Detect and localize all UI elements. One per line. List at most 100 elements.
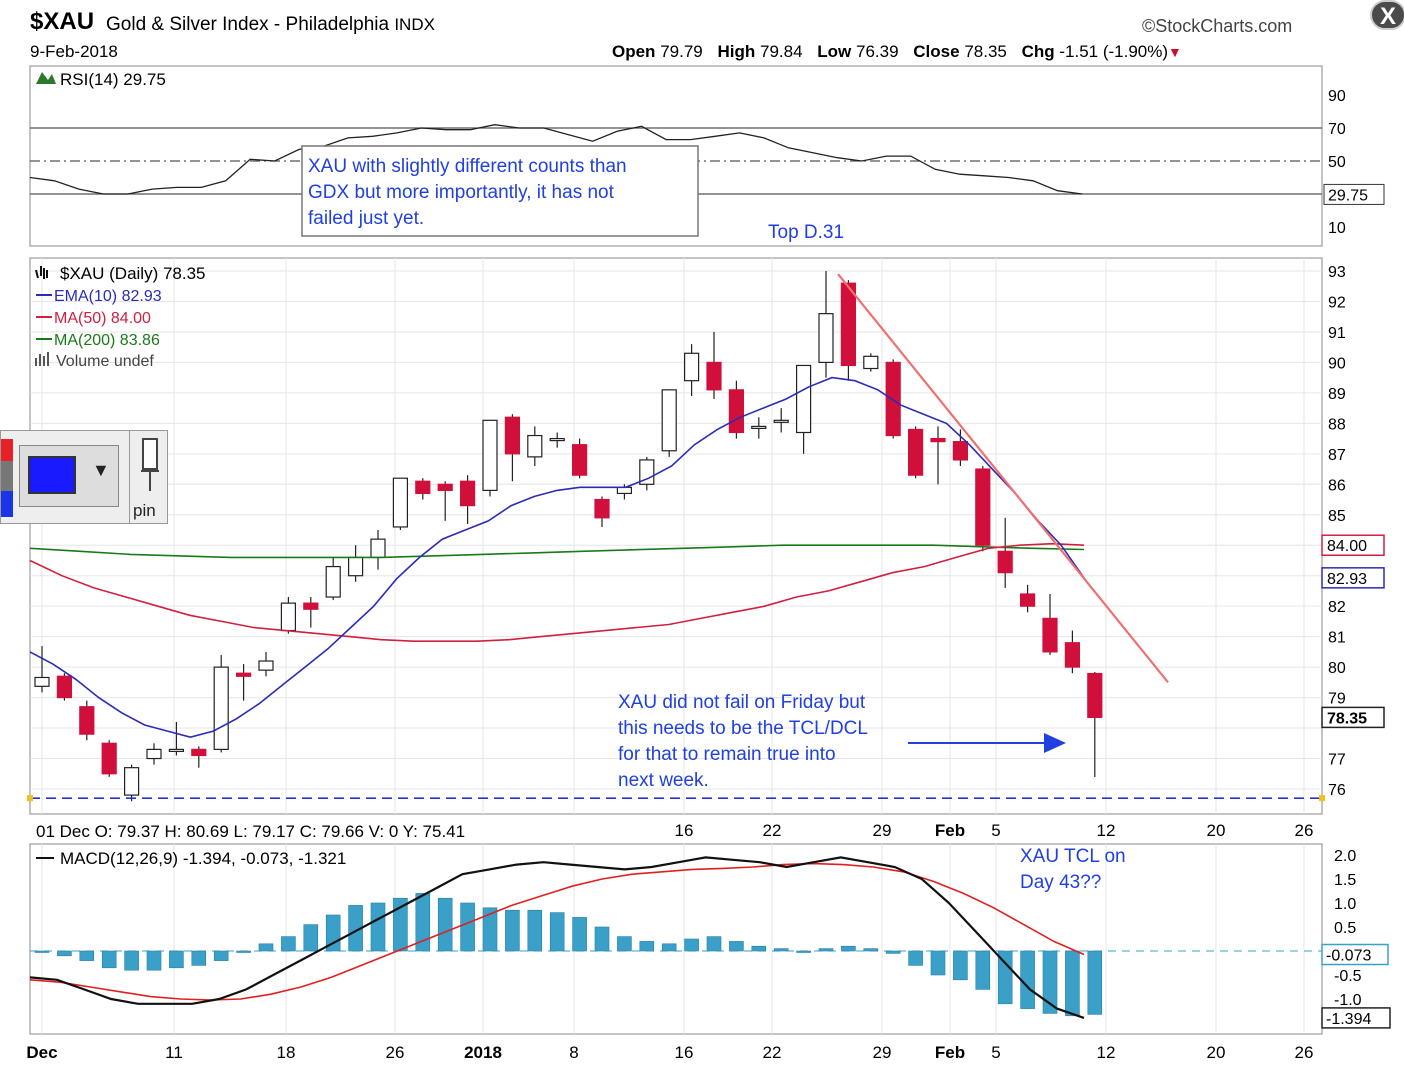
candle-body bbox=[437, 483, 453, 491]
dropdown-arrow-icon[interactable]: ▼ bbox=[92, 460, 110, 480]
pin-label: pin bbox=[133, 501, 156, 520]
rsi-note-line-1: XAU with slightly different counts than bbox=[308, 156, 627, 177]
candle-body bbox=[1064, 642, 1081, 668]
macd-note-line-2: Day 43?? bbox=[1020, 872, 1101, 893]
candle-body bbox=[952, 441, 969, 461]
price-value-label: 82.93 bbox=[1327, 571, 1367, 588]
color-dropdown[interactable]: ▼ bbox=[19, 445, 119, 507]
pin-icon bbox=[141, 438, 159, 491]
price-legend: $XAU (Daily) 78.35 bbox=[60, 264, 206, 283]
macd-x-tick-label: 8 bbox=[569, 1043, 578, 1062]
candle-body bbox=[975, 468, 991, 546]
macd-x-tick-label: 22 bbox=[763, 1043, 782, 1062]
candle-body bbox=[527, 434, 543, 458]
macd-histogram-bar bbox=[1065, 950, 1080, 1017]
macd-tick-label: 0.5 bbox=[1334, 920, 1356, 937]
red-swatch[interactable] bbox=[1, 439, 13, 461]
macd-x-tick-label: 29 bbox=[873, 1043, 892, 1062]
candle-body bbox=[549, 437, 565, 442]
macd-histogram-bar bbox=[124, 950, 139, 971]
macd-tick-label: -0.5 bbox=[1334, 968, 1362, 985]
candle-body bbox=[930, 437, 946, 443]
price-tick-label: 76 bbox=[1328, 782, 1346, 799]
candle-body bbox=[123, 767, 140, 796]
macd-histogram-bar bbox=[908, 950, 923, 966]
candle-legend-icon bbox=[35, 266, 48, 279]
macd-histogram-bar bbox=[773, 948, 789, 952]
close-button[interactable]: X bbox=[1370, 0, 1404, 30]
symbol-title: $XAU bbox=[30, 8, 95, 35]
blue-swatch[interactable] bbox=[1, 491, 13, 517]
candle-body bbox=[101, 742, 117, 775]
price-tick-label: 90 bbox=[1328, 355, 1346, 372]
macd-x-tick-label: 12 bbox=[1097, 1043, 1116, 1062]
macd-layer bbox=[29, 856, 1322, 1019]
macd-tick-label: 1.5 bbox=[1334, 872, 1356, 889]
macd-tick-label: 1.0 bbox=[1334, 896, 1356, 913]
candle-body bbox=[594, 498, 610, 519]
price-tick-label: 80 bbox=[1328, 660, 1346, 677]
macd-histogram-bar bbox=[258, 943, 274, 952]
candle-body bbox=[303, 602, 319, 610]
rsi-value-badge bbox=[1323, 183, 1385, 205]
macd-signal-badge bbox=[1321, 943, 1389, 966]
candle-body bbox=[840, 282, 857, 367]
price-value-badge bbox=[1321, 706, 1385, 729]
high-value: 79.84 bbox=[759, 42, 803, 61]
price-x-tick-label: 22 bbox=[763, 821, 782, 840]
rsi-note-line-3: failed just yet. bbox=[308, 208, 424, 229]
price-panel bbox=[29, 257, 1323, 815]
macd-x-tick-label: 16 bbox=[675, 1043, 694, 1062]
macd-legend: MACD(12,26,9) -1.394, -0.073, -1.321 bbox=[60, 849, 346, 868]
macd-histogram-bar bbox=[101, 950, 117, 969]
macd-x-tick-label: 26 bbox=[386, 1043, 405, 1062]
macd-histogram-bar bbox=[997, 950, 1013, 1005]
candle-body bbox=[415, 480, 431, 495]
macd-histogram-bar bbox=[169, 950, 184, 969]
price-value-label: 84.00 bbox=[1327, 538, 1367, 555]
hover-info: 01 Dec O: 79.37 H: 80.69 L: 79.17 C: 79.… bbox=[36, 822, 465, 841]
pin-button[interactable] bbox=[129, 431, 170, 523]
candle-body bbox=[616, 486, 633, 495]
macd-histogram-bar bbox=[661, 943, 677, 952]
rsi-legend: RSI(14) 29.75 bbox=[60, 70, 166, 89]
candle-body bbox=[236, 672, 252, 677]
candle-body bbox=[348, 556, 364, 577]
top-note: Top D.31 bbox=[768, 222, 844, 243]
price-x-tick-label: 29 bbox=[873, 821, 892, 840]
support-handle-right bbox=[1319, 795, 1325, 802]
macd-signal-value: -0.073 bbox=[1326, 948, 1371, 965]
price-layer bbox=[27, 271, 1325, 802]
candle-body bbox=[661, 389, 677, 452]
grey-swatch[interactable] bbox=[1, 461, 13, 491]
macd-panel bbox=[29, 843, 1323, 1035]
macd-histogram-bar bbox=[841, 945, 856, 952]
candle-body bbox=[504, 416, 520, 455]
macd-histogram-bar bbox=[818, 948, 834, 952]
macd-histogram-bar bbox=[437, 897, 453, 952]
macd-histogram-bar bbox=[236, 950, 251, 953]
price-value-badge bbox=[1321, 534, 1385, 556]
tcl-note-line-3: for that to remain true into bbox=[618, 744, 836, 765]
macd-x-tick-label: Feb bbox=[935, 1043, 965, 1062]
rsi-tick-label: 90 bbox=[1328, 88, 1346, 105]
rsi-tick-label: 50 bbox=[1328, 154, 1346, 171]
candle-body bbox=[863, 355, 879, 370]
candle-body bbox=[258, 660, 274, 671]
candle-body bbox=[325, 565, 341, 598]
macd-histogram-bar bbox=[617, 936, 632, 952]
price-tick-label: 88 bbox=[1328, 416, 1346, 433]
macd-value-badge bbox=[1321, 1007, 1391, 1029]
candle-body bbox=[79, 706, 95, 735]
ema10-line bbox=[29, 376, 1085, 739]
hover-info-box bbox=[34, 818, 596, 842]
downtrend-line bbox=[837, 273, 1169, 684]
macd-x-tick-label: Dec bbox=[26, 1043, 57, 1062]
color-pin-widget[interactable]: ▼ pin bbox=[0, 430, 168, 524]
price-tick-label: 87 bbox=[1328, 447, 1346, 464]
candle-body bbox=[773, 419, 789, 423]
macd-histogram-bar bbox=[79, 950, 95, 961]
macd-histogram-bar bbox=[34, 950, 50, 953]
legend-layer: RSI(14) 29.75 $XAU (Daily) 78.35 EMA(10)… bbox=[35, 70, 346, 868]
macd-histogram-bar bbox=[146, 950, 162, 971]
